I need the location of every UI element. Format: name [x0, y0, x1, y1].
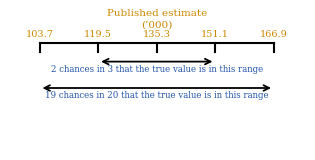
Text: 166.9: 166.9 [260, 30, 288, 39]
Text: 135.3: 135.3 [143, 30, 171, 39]
Text: Published estimate: Published estimate [107, 9, 207, 18]
Text: (‘000): (‘000) [141, 21, 172, 30]
Text: 151.1: 151.1 [201, 30, 229, 39]
Text: 119.5: 119.5 [84, 30, 112, 39]
Text: 2 chances in 3 that the true value is in this range: 2 chances in 3 that the true value is in… [51, 65, 263, 74]
Text: 19 chances in 20 that the true value is in this range: 19 chances in 20 that the true value is … [45, 91, 269, 100]
Text: 103.7: 103.7 [26, 30, 54, 39]
